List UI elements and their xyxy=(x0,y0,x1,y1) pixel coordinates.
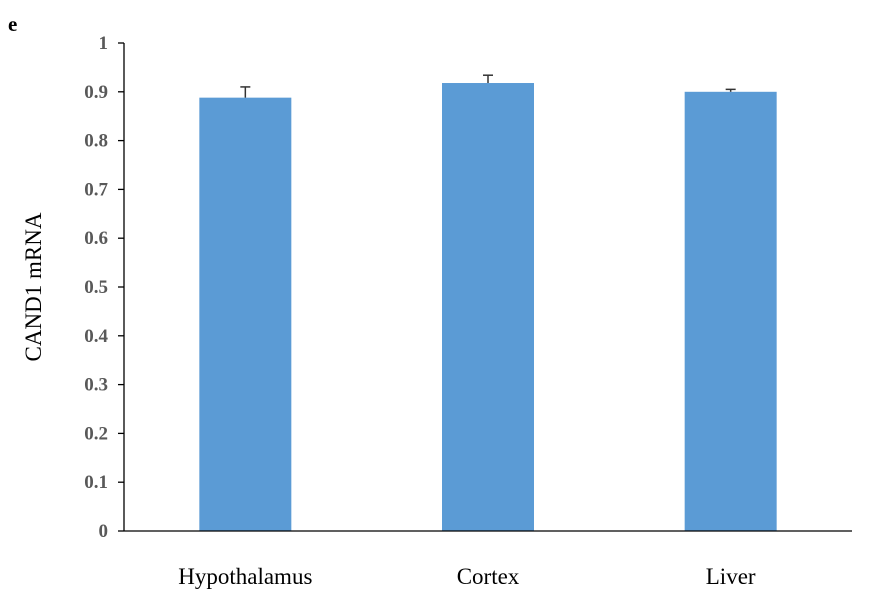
x-tick-labels: Hypothalamus Cortex Liver xyxy=(178,564,756,589)
y-tick-label: 0.7 xyxy=(84,179,108,200)
y-tick-label: 0.3 xyxy=(84,375,108,396)
y-tick-labels: 0 0.1 0.2 0.3 0.4 0.5 0.6 0.7 0.8 0.9 1 xyxy=(84,33,108,542)
bars xyxy=(199,83,777,532)
y-axis-title: CAND1 mRNA xyxy=(21,212,46,361)
y-tick-label: 0.2 xyxy=(84,423,108,444)
panel-label: e xyxy=(8,12,17,36)
error-bars xyxy=(240,74,736,98)
bar-hypothalamus xyxy=(199,97,292,531)
y-tick-label: 0.8 xyxy=(84,131,108,152)
x-tick-label: Hypothalamus xyxy=(178,564,312,589)
bar-cortex xyxy=(442,83,534,532)
y-tick-label: 0.5 xyxy=(84,277,108,298)
y-tick-label: 1 xyxy=(99,33,109,54)
y-tick-label: 0.6 xyxy=(84,228,108,249)
y-tick-label: 0.4 xyxy=(84,326,108,347)
y-tick-label: 0.9 xyxy=(84,82,108,103)
y-tick-label: 0.1 xyxy=(84,472,108,493)
x-tick-label: Liver xyxy=(706,564,756,589)
y-tick-label: 0 xyxy=(99,521,109,542)
bar-liver xyxy=(684,91,777,532)
x-tick-label: Cortex xyxy=(457,564,520,589)
y-tick-marks xyxy=(118,42,124,532)
